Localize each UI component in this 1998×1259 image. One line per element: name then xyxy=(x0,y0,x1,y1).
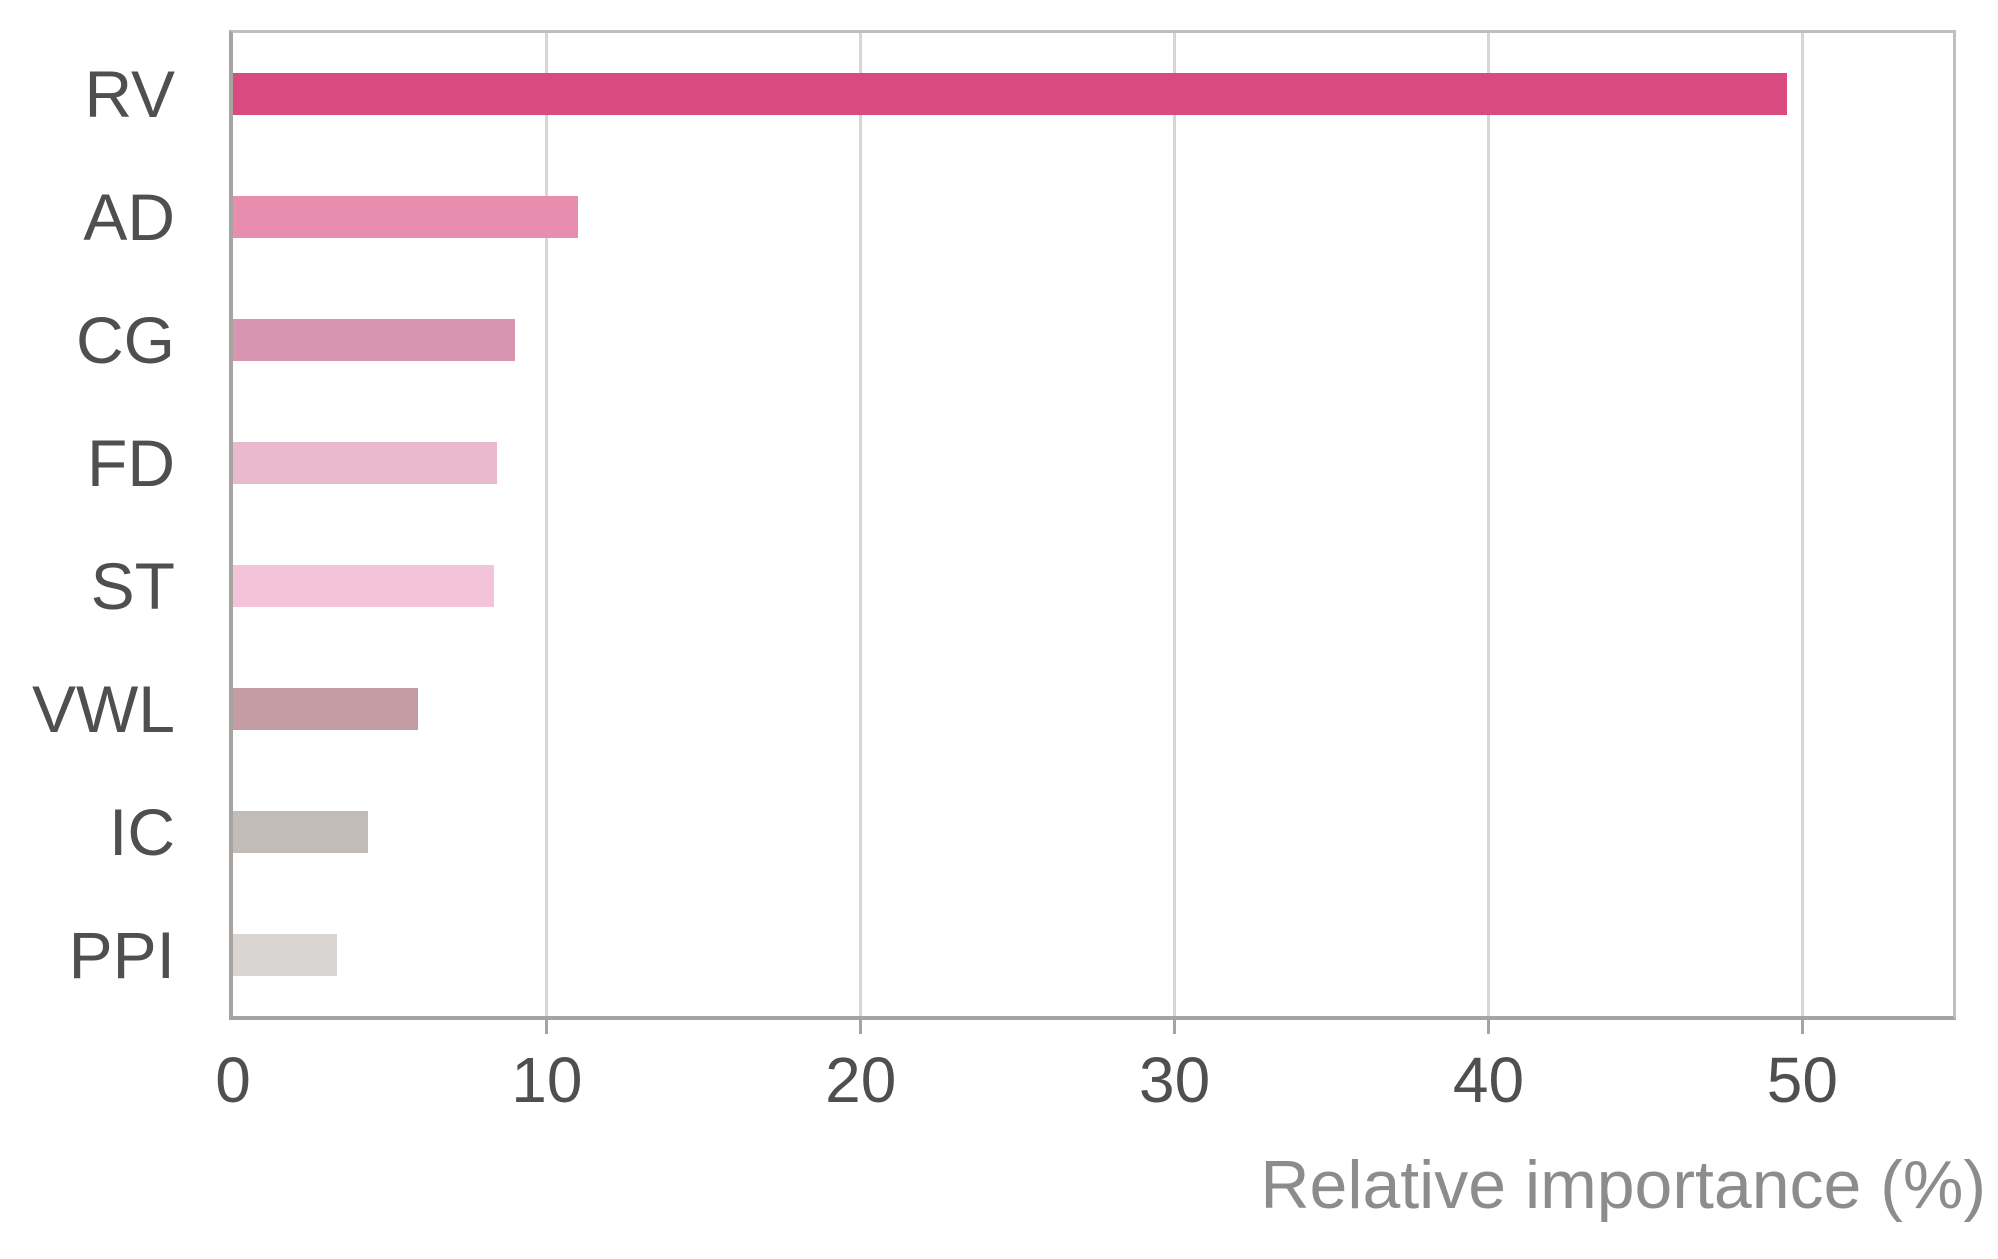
bar-cg xyxy=(233,319,516,362)
y-axis-label-vwl: VWL xyxy=(31,671,175,746)
gridline-x50 xyxy=(1800,33,1804,1016)
x-axis-tick xyxy=(1800,1020,1804,1034)
y-axis-label-ad: AD xyxy=(83,180,175,255)
y-axis-label-st: ST xyxy=(90,548,175,623)
gridline-x40 xyxy=(1486,33,1490,1016)
bar-fd xyxy=(233,442,497,485)
bar-ppi xyxy=(233,933,337,976)
y-axis-label-fd: FD xyxy=(87,426,175,501)
x-tick-label: 40 xyxy=(1452,1044,1525,1116)
x-tick-label: 50 xyxy=(1766,1044,1838,1116)
gridline-x20 xyxy=(859,33,863,1016)
bar-ic xyxy=(233,810,368,853)
y-axis-label-cg: CG xyxy=(76,303,175,378)
bar-vwl xyxy=(233,687,419,730)
x-axis-tick xyxy=(1173,1020,1177,1034)
x-tick-label: 10 xyxy=(511,1044,583,1116)
x-axis-tick xyxy=(1486,1020,1490,1034)
x-tick-label: 0 xyxy=(215,1044,251,1116)
x-axis-title: Relative importance (%) xyxy=(1260,1147,1986,1223)
y-axis-label-ic: IC xyxy=(109,794,175,869)
y-axis-label-rv: RV xyxy=(84,57,176,132)
bar-rv xyxy=(233,73,1787,116)
gridline-x30 xyxy=(1173,33,1177,1016)
x-tick-label: 30 xyxy=(1139,1044,1211,1116)
bar-ad xyxy=(233,196,579,239)
x-axis-tick xyxy=(859,1020,863,1034)
bar-st xyxy=(233,564,494,607)
x-tick-label: 20 xyxy=(825,1044,897,1116)
gridline-x10 xyxy=(545,33,549,1016)
plot-area xyxy=(229,30,1956,1020)
y-axis-label-ppi: PPI xyxy=(68,917,175,992)
x-axis-tick xyxy=(545,1020,549,1034)
